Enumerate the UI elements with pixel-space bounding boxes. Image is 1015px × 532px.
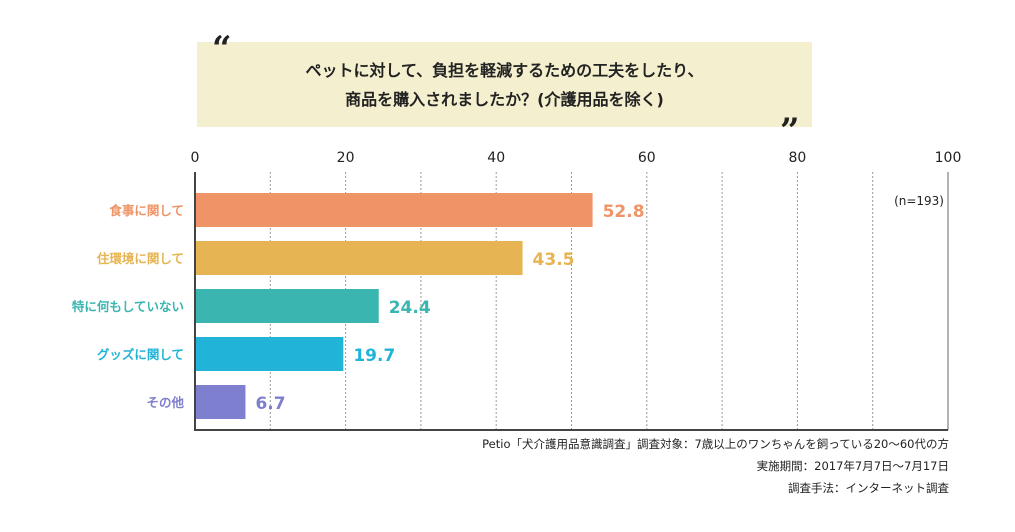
period-note: 実施期間：2017年7月7日〜7月17日 bbox=[756, 459, 949, 473]
title-line-2: 商品を購入されましたか？(介護用品を除く) bbox=[345, 90, 664, 109]
sample-size-label: (n=193) bbox=[894, 194, 944, 208]
category-label: その他 bbox=[146, 395, 184, 410]
bar bbox=[195, 193, 593, 227]
category-label: 特に何もしていない bbox=[72, 299, 184, 314]
data-label: 43.5 bbox=[533, 250, 575, 270]
question-box bbox=[197, 42, 812, 127]
category-label: 住環境に関して bbox=[97, 251, 184, 266]
data-label: 52.8 bbox=[603, 202, 645, 222]
method-note: 調査手法：インターネット調査 bbox=[788, 481, 949, 495]
data-label: 24.4 bbox=[389, 298, 431, 318]
bar bbox=[195, 289, 379, 323]
chart-title: ペットに対して、負担を軽減するための工夫をしたり、 商品を購入されましたか？(介… bbox=[197, 56, 812, 114]
data-label: 6.7 bbox=[255, 394, 285, 414]
title-line-1: ペットに対して、負担を軽減するための工夫をしたり、 bbox=[305, 61, 704, 80]
category-label: 食事に関して bbox=[108, 203, 184, 218]
x-tick-label: 80 bbox=[788, 150, 806, 166]
bar bbox=[195, 241, 523, 275]
x-tick-label: 20 bbox=[337, 150, 355, 166]
data-label: 19.7 bbox=[353, 346, 395, 366]
x-tick-label: 60 bbox=[638, 150, 656, 166]
bar bbox=[195, 337, 344, 371]
x-tick-label: 100 bbox=[935, 150, 962, 166]
source-note: Petio「犬介護用品意識調査」調査対象：7歳以上のワンちゃんを飼っている20〜… bbox=[482, 437, 949, 451]
bar bbox=[195, 385, 246, 419]
category-label: グッズに関して bbox=[97, 347, 184, 362]
x-tick-label: 0 bbox=[191, 150, 200, 166]
open-quote-icon: “ bbox=[212, 29, 232, 69]
close-quote-icon: ” bbox=[780, 111, 800, 151]
x-tick-label: 40 bbox=[487, 150, 505, 166]
